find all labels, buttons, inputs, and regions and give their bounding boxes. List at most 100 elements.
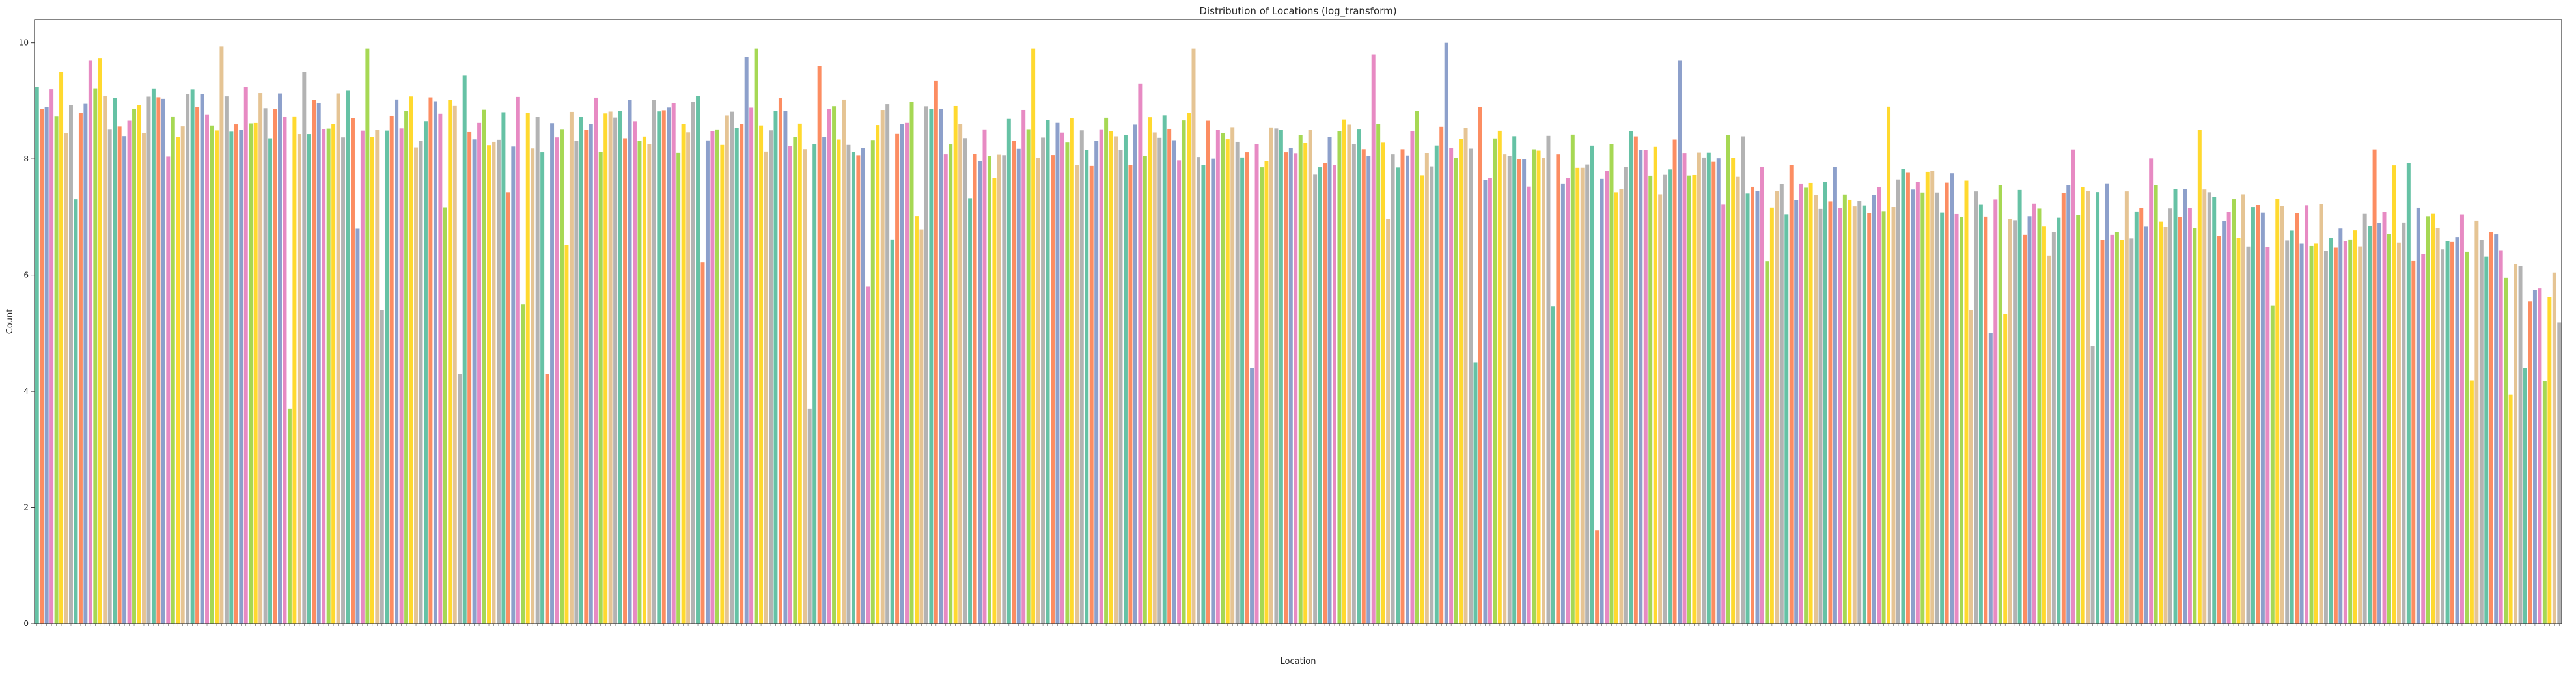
- bar: [506, 192, 510, 624]
- bar: [2411, 260, 2416, 624]
- bar: [234, 124, 238, 624]
- bar: [2504, 277, 2508, 624]
- bar: [705, 140, 710, 624]
- bar: [2178, 217, 2182, 624]
- y-tick-label: 0: [23, 619, 29, 628]
- bar: [516, 96, 520, 624]
- bar: [676, 152, 681, 624]
- bar: [414, 147, 419, 624]
- bar: [1745, 193, 1750, 624]
- bar: [1920, 192, 1925, 624]
- bar: [395, 99, 399, 624]
- bar: [2212, 197, 2217, 624]
- bar: [1852, 206, 1857, 624]
- bar: [214, 130, 219, 624]
- bar: [1206, 120, 1210, 624]
- bar: [1269, 127, 1273, 624]
- bar: [1585, 164, 1590, 624]
- bar: [151, 88, 156, 624]
- bar: [846, 144, 851, 624]
- bar: [1614, 192, 1618, 624]
- bar: [1905, 172, 1910, 624]
- bar: [540, 152, 545, 624]
- bar: [2547, 297, 2552, 624]
- bar: [180, 126, 185, 624]
- bar: [929, 109, 934, 624]
- bar: [2508, 394, 2513, 624]
- bar: [1848, 199, 1852, 624]
- bar: [861, 148, 865, 624]
- bar: [1410, 131, 1415, 624]
- bar: [1706, 152, 1711, 624]
- bar: [2382, 212, 2387, 624]
- bar: [1284, 152, 1288, 624]
- bar: [958, 124, 963, 624]
- bar: [652, 100, 656, 624]
- bar: [1012, 141, 1016, 624]
- bar: [2076, 215, 2081, 624]
- bar: [667, 107, 671, 624]
- bar: [2241, 194, 2245, 624]
- bar: [2017, 189, 2022, 624]
- bar: [1560, 183, 1565, 624]
- bar: [1609, 144, 1614, 624]
- bar: [1424, 153, 1429, 624]
- bar: [1152, 132, 1157, 624]
- bar: [2114, 232, 2119, 624]
- bar: [1357, 129, 1361, 624]
- bar: [2173, 189, 2178, 624]
- bar: [404, 111, 409, 624]
- bar: [146, 96, 151, 624]
- bar: [2134, 211, 2139, 624]
- chart-title: Distribution of Locations (log_transform…: [1199, 5, 1396, 18]
- bar: [1682, 153, 1687, 624]
- bar: [934, 80, 938, 624]
- bar: [589, 124, 593, 624]
- bar: [2368, 225, 2372, 624]
- bar: [1814, 195, 1818, 624]
- bar: [1974, 191, 1978, 624]
- bar: [832, 106, 837, 624]
- bar: [2149, 158, 2154, 624]
- bar: [1094, 141, 1099, 624]
- bar: [2445, 241, 2450, 624]
- bar: [1162, 115, 1167, 624]
- bar: [1556, 154, 1560, 624]
- bar: [773, 111, 778, 624]
- bar: [2217, 236, 2221, 624]
- bar: [2338, 228, 2343, 624]
- bar: [492, 141, 496, 624]
- bar: [1818, 208, 1823, 624]
- bar: [1298, 135, 1303, 624]
- bar: [326, 128, 331, 624]
- bar: [2061, 193, 2066, 624]
- bar: [2154, 185, 2158, 624]
- bar: [1075, 165, 1079, 624]
- bar: [210, 125, 214, 624]
- bar: [419, 141, 423, 624]
- bar: [1697, 152, 1701, 624]
- bar: [2202, 189, 2207, 624]
- bar: [1978, 204, 1983, 624]
- bar: [59, 72, 64, 624]
- bar: [1070, 118, 1074, 624]
- bar: [1104, 117, 1109, 624]
- bar: [2226, 212, 2231, 624]
- bar: [1716, 158, 1721, 624]
- bar: [2280, 206, 2284, 624]
- bar: [1566, 178, 1570, 624]
- y-axis-label: Count: [5, 309, 15, 335]
- bar: [890, 239, 894, 624]
- bar: [1021, 109, 1026, 624]
- bar: [1415, 111, 1419, 624]
- bar: [822, 137, 827, 624]
- bar: [788, 146, 792, 624]
- bar: [477, 122, 482, 624]
- bar: [1323, 163, 1327, 624]
- bar: [856, 155, 861, 624]
- bar: [302, 72, 307, 624]
- bar: [1473, 362, 1478, 624]
- bar: [1177, 160, 1182, 624]
- bar: [1109, 131, 1113, 624]
- bar: [997, 154, 1001, 624]
